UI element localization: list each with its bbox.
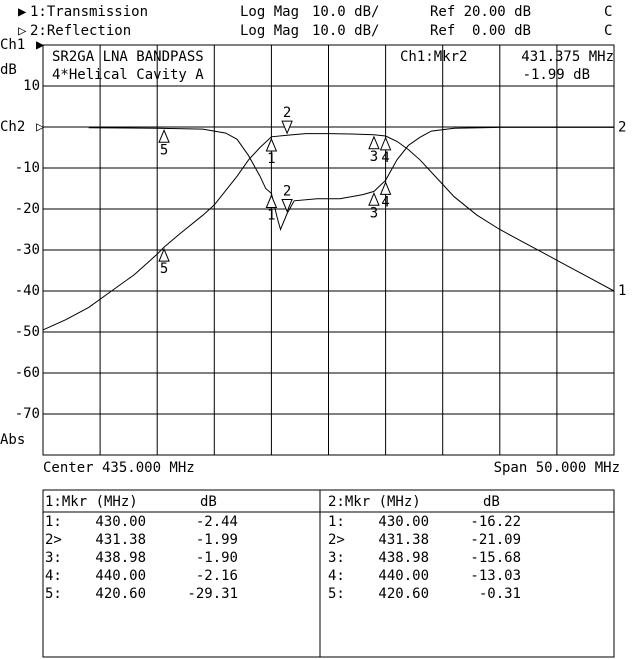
ref-symbol: ▶	[36, 37, 45, 53]
table-cell: -16.22	[470, 514, 521, 530]
header-field: Ref	[430, 4, 455, 20]
trace-end-label: 1	[618, 283, 626, 299]
span-label: Span 50.000 MHz	[494, 460, 620, 476]
marker-label: 4	[381, 150, 389, 166]
y-tick-label: -60	[15, 365, 40, 381]
header-field: Log Mag	[240, 4, 299, 20]
table-cell: 1:	[45, 514, 62, 530]
table-cell: 5:	[45, 586, 62, 602]
y-tick-label: -30	[15, 242, 40, 258]
table-cell: 440.00	[95, 568, 146, 584]
table-cell: 5:	[328, 586, 345, 602]
series-name: 1:Transmission	[30, 4, 148, 20]
table-header: dB	[483, 494, 500, 510]
y-tick-label: 10	[23, 78, 40, 94]
ref-symbol: ▷	[36, 119, 45, 135]
table-cell: 431.38	[378, 532, 429, 548]
marker	[158, 247, 170, 262]
table-cell: -21.09	[470, 532, 521, 548]
trace-end-label: 2	[618, 119, 626, 135]
table-cell: -2.16	[196, 568, 238, 584]
table-cell: 430.00	[95, 514, 146, 530]
series-name: 2:Reflection	[30, 23, 131, 39]
table-cell: -1.99	[196, 532, 238, 548]
table-cell: 430.00	[378, 514, 429, 530]
table-cell: 438.98	[378, 550, 429, 566]
marker	[368, 135, 380, 150]
y-tick-label: -50	[15, 324, 40, 340]
y-tick-label: -40	[15, 283, 40, 299]
y-unit: dB	[0, 62, 17, 78]
marker	[379, 181, 392, 195]
trace	[88, 126, 614, 232]
ch2-symbol: ▷	[18, 23, 27, 39]
header-field: 10.0 dB/	[312, 4, 379, 20]
title: SR2GA LNA BANDPASS	[52, 49, 204, 65]
y-tick-label: Ch2	[0, 119, 25, 135]
marker-label: 2	[283, 105, 291, 121]
marker-label: 3	[370, 205, 378, 221]
marker-label: 1	[267, 208, 275, 224]
table-cell: -2.44	[196, 514, 238, 530]
y-tick-label: -10	[15, 160, 40, 176]
marker	[265, 194, 278, 209]
table-cell: 4:	[328, 568, 345, 584]
y-tick-label: -20	[15, 201, 40, 217]
readout-value: -1.99 dB	[523, 67, 590, 83]
table-cell: 440.00	[378, 568, 429, 584]
table-cell: -1.90	[196, 550, 238, 566]
table-cell: 1:	[328, 514, 345, 530]
table-cell: -15.68	[470, 550, 521, 566]
table-cell: 3:	[328, 550, 345, 566]
marker-label: 4	[381, 194, 389, 210]
header-field: Log Mag	[240, 23, 299, 39]
marker-label: 1	[267, 151, 275, 167]
marker-label: 5	[160, 261, 168, 277]
marker-label: 2	[283, 183, 291, 199]
marker	[158, 128, 170, 143]
marker	[281, 198, 293, 213]
header-field: C	[604, 4, 612, 20]
table-header: 2:Mkr (MHz)	[328, 494, 421, 510]
header-field: C	[604, 23, 612, 39]
marker	[379, 136, 392, 151]
table-cell: 431.38	[95, 532, 146, 548]
marker	[281, 120, 293, 135]
marker-label: 5	[160, 142, 168, 158]
table-cell: 438.98	[95, 550, 146, 566]
subtitle: 4*Helical Cavity A	[52, 67, 204, 83]
y-tick-label: Ch1	[0, 37, 25, 53]
marker	[368, 191, 380, 206]
y-format: Abs	[0, 432, 25, 448]
ch1-symbol: ▶	[18, 4, 27, 20]
readout-freq: 431.375 MHz	[521, 49, 614, 65]
table-cell: 4:	[45, 568, 62, 584]
table-cell: -29.31	[187, 586, 238, 602]
table-cell: 3:	[45, 550, 62, 566]
table-cell: 420.60	[378, 586, 429, 602]
table-cell: -0.31	[479, 586, 521, 602]
trace	[42, 133, 615, 331]
header-field: 20.00 dB	[464, 4, 531, 20]
y-tick-label: -70	[15, 406, 40, 422]
header-field: 0.00 dB	[472, 23, 531, 39]
table-frame	[42, 489, 615, 658]
marker-label: 3	[370, 149, 378, 165]
table-header: dB	[200, 494, 217, 510]
header-field: Ref	[430, 23, 455, 39]
table-header: 1:Mkr (MHz)	[45, 494, 138, 510]
table-cell: -13.03	[470, 568, 521, 584]
center-label: Center 435.000 MHz	[43, 460, 195, 476]
table-cell: 2>	[45, 532, 62, 548]
header-field: 10.0 dB/	[312, 23, 379, 39]
table-cell: 2>	[328, 532, 345, 548]
table-cell: 420.60	[95, 586, 146, 602]
marker	[265, 137, 278, 152]
readout-marker: Ch1:Mkr2	[400, 49, 467, 65]
